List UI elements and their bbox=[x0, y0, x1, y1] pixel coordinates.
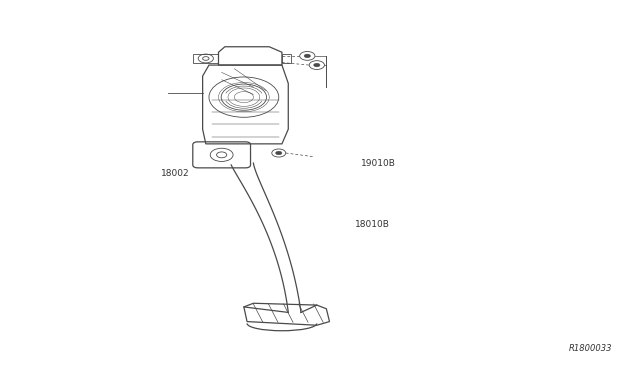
Circle shape bbox=[314, 63, 320, 67]
Circle shape bbox=[304, 54, 310, 58]
Text: 19010B: 19010B bbox=[361, 158, 396, 167]
Text: R1800033: R1800033 bbox=[568, 344, 612, 353]
Text: 18002: 18002 bbox=[161, 169, 190, 178]
Circle shape bbox=[276, 151, 282, 155]
Text: 18010B: 18010B bbox=[355, 220, 390, 229]
